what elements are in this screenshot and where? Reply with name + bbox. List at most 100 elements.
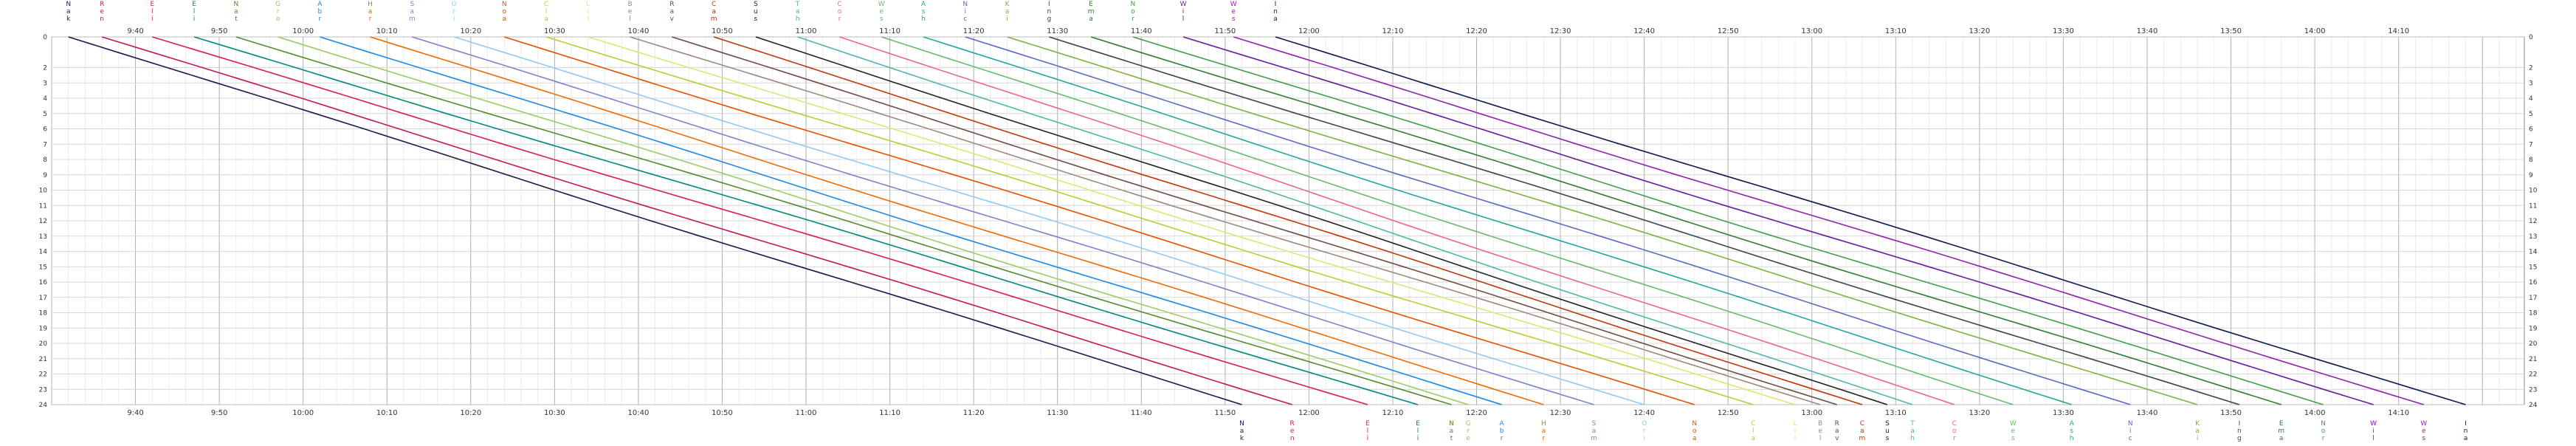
x-tick-label-bottom: 9:50: [211, 409, 227, 417]
y-tick-label-right: 17: [2529, 295, 2537, 302]
series-line: [68, 36, 1242, 405]
x-tick-label-top: 11:30: [1047, 27, 1068, 35]
y-tick-label-right: 9: [2529, 172, 2533, 179]
y-tick-label-right: 14: [2529, 249, 2538, 256]
series-line: [193, 36, 1419, 405]
series-line: [881, 36, 2014, 405]
x-tick-label-top: 10:10: [376, 27, 398, 35]
y-tick-label-right: 13: [2529, 233, 2537, 241]
x-tick-label-top: 9:40: [127, 27, 143, 35]
series-line: [630, 36, 1821, 405]
y-tick-label-left: 12: [39, 218, 47, 225]
y-tick-label-left: 6: [43, 126, 47, 134]
series-line: [545, 36, 1754, 405]
y-tick-label-left: 19: [39, 325, 48, 332]
series-line: [152, 36, 1368, 405]
series-line: [713, 36, 1863, 405]
x-tick-label-top: 13:20: [1969, 27, 1990, 35]
y-tick-label-right: 24: [2529, 402, 2538, 409]
y-tick-label-left: 21: [39, 356, 47, 363]
series-line: [1182, 36, 2374, 405]
x-tick-label-top: 13:10: [1885, 27, 1907, 35]
x-tick-label-bottom: 13:50: [2220, 409, 2242, 417]
y-tick-label-right: 7: [2529, 141, 2533, 148]
series-line: [797, 36, 1913, 405]
series-line: [1049, 36, 2240, 405]
x-tick-label-top: 10:50: [712, 27, 733, 35]
series-line: [1132, 36, 2324, 405]
y-tick-label-right: 20: [2529, 340, 2538, 348]
x-tick-label-top: 11:00: [796, 27, 817, 35]
series-line: [923, 36, 2073, 405]
y-tick-label-left: 0: [43, 34, 47, 41]
x-tick-label-bottom: 10:30: [544, 409, 565, 417]
x-tick-label-bottom: 13:20: [1969, 409, 1990, 417]
series-line: [101, 36, 1292, 405]
y-tick-label-left: 2: [43, 65, 47, 72]
x-tick-label-top: 13:30: [2053, 27, 2074, 35]
y-tick-label-left: 24: [39, 402, 48, 409]
x-tick-label-top: 13:00: [1801, 27, 1822, 35]
x-tick-label-bottom: 13:30: [2053, 409, 2074, 417]
y-tick-label-left: 13: [39, 233, 47, 241]
series-line: [320, 36, 1502, 405]
y-tick-label-right: 11: [2529, 202, 2537, 210]
series-line: [588, 36, 1796, 405]
x-tick-label-top: 12:30: [1550, 27, 1571, 35]
x-tick-label-top: 12:10: [1382, 27, 1404, 35]
series-line: [1007, 36, 2198, 405]
x-tick-label-bottom: 10:40: [628, 409, 650, 417]
x-tick-label-bottom: 14:10: [2388, 409, 2409, 417]
x-tick-label-top: 9:50: [211, 27, 227, 35]
y-tick-label-left: 11: [39, 202, 47, 210]
x-tick-label-bottom: 12:50: [1718, 409, 1739, 417]
x-tick-label-bottom: 12:10: [1382, 409, 1404, 417]
series-line: [755, 36, 1888, 405]
x-tick-label-bottom: 10:20: [460, 409, 481, 417]
series-line: [453, 36, 1645, 405]
y-tick-label-left: 18: [39, 310, 48, 318]
y-tick-label-right: 4: [2529, 95, 2533, 103]
y-tick-label-left: 10: [39, 188, 48, 195]
series-line: [278, 36, 1469, 405]
y-tick-label-right: 2: [2529, 65, 2533, 72]
y-tick-label-left: 23: [39, 386, 47, 394]
x-tick-label-top: 13:50: [2220, 27, 2242, 35]
y-tick-label-left: 15: [39, 264, 47, 271]
y-tick-label-right: 18: [2529, 310, 2538, 318]
x-tick-label-top: 11:10: [879, 27, 900, 35]
y-tick-label-right: 12: [2529, 218, 2537, 225]
y-tick-label-left: 4: [43, 95, 47, 103]
y-tick-label-right: 15: [2529, 264, 2537, 271]
